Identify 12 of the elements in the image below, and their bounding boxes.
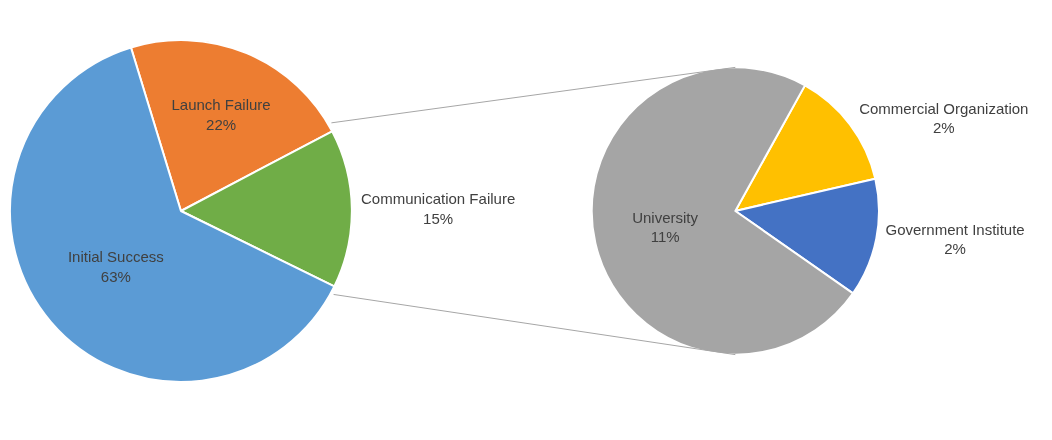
- data-label: 22%: [206, 115, 237, 133]
- slice-label: Communication Failure: [360, 190, 516, 208]
- slice-label: Commercial Organization: [859, 99, 1029, 117]
- slice-label: Government Institute: [885, 220, 1025, 238]
- slice-label: Initial Success: [67, 248, 164, 266]
- data-label: 2%: [932, 119, 955, 137]
- data-label: 2%: [944, 240, 966, 258]
- data-label: 11%: [650, 228, 680, 246]
- data-label: 15%: [423, 209, 454, 227]
- slice-label: Launch Failure: [171, 96, 271, 114]
- data-label: 63%: [100, 267, 131, 285]
- slice-label: University: [632, 208, 699, 226]
